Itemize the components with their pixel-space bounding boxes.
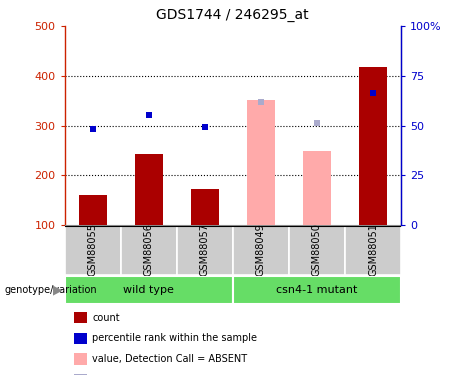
Text: GSM88049: GSM88049 [256, 223, 266, 276]
Title: GDS1744 / 246295_at: GDS1744 / 246295_at [156, 9, 309, 22]
Bar [121, 226, 177, 274]
Bar [233, 276, 401, 304]
Bar [247, 100, 275, 225]
Bar [177, 226, 233, 274]
Text: ▶: ▶ [53, 283, 63, 296]
Text: csn4-1 mutant: csn4-1 mutant [276, 285, 358, 295]
Bar [135, 154, 163, 225]
Bar [359, 67, 387, 225]
Text: GSM88057: GSM88057 [200, 223, 210, 276]
Bar [303, 152, 331, 225]
Text: percentile rank within the sample: percentile rank within the sample [92, 333, 257, 343]
Text: genotype/variation: genotype/variation [5, 285, 97, 295]
Bar [233, 226, 289, 274]
Bar [65, 226, 121, 274]
Bar [191, 189, 219, 225]
Bar [78, 195, 106, 225]
Bar [65, 276, 233, 304]
Bar [345, 226, 401, 274]
Text: GSM88055: GSM88055 [88, 223, 98, 276]
Text: GSM88050: GSM88050 [312, 223, 322, 276]
Text: count: count [92, 313, 120, 322]
Text: GSM88056: GSM88056 [144, 223, 154, 276]
Text: wild type: wild type [123, 285, 174, 295]
Text: GSM88051: GSM88051 [368, 223, 378, 276]
Bar [289, 226, 345, 274]
Text: value, Detection Call = ABSENT: value, Detection Call = ABSENT [92, 354, 247, 364]
